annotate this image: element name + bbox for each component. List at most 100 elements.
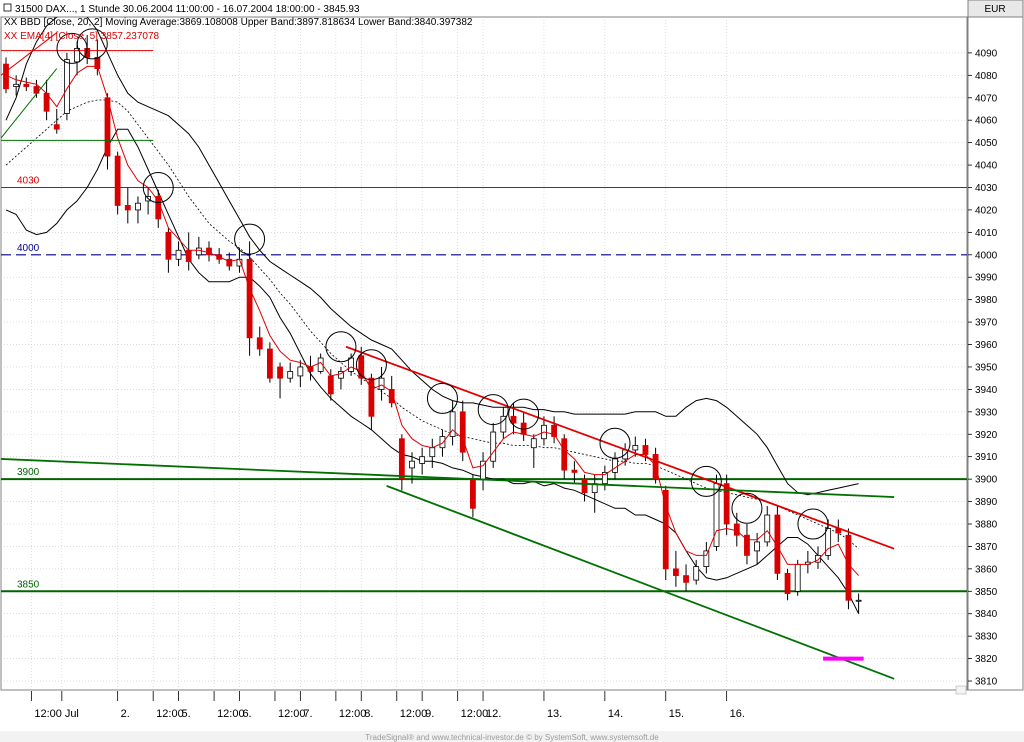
ema-line-path [5,65,859,576]
candle-down [561,438,568,471]
candle-down [53,124,60,130]
level-label-4030: 4030 [17,175,40,186]
candle-down [845,534,852,601]
chart-header: 31500 DAX..., 1 Stunde 30.06.2004 11:00:… [3,3,473,42]
candle-up [429,447,436,458]
time-tick-label: 12:00 [217,708,245,720]
candle-down [581,478,588,493]
candle-down [774,514,781,574]
plot-area [0,16,968,691]
candle-up [378,377,385,390]
candle-down [673,568,679,576]
currency-box [967,0,1024,18]
candle-down [723,483,730,525]
highlight-circle [690,465,722,497]
price-tick-label: 3840 [975,609,998,620]
price-tick-label: 3980 [975,295,998,306]
candle-up [439,436,446,449]
time-tick-label: 9. [425,708,434,720]
time-tick-label: 12:00 [339,708,367,720]
level-label-3900: 3900 [17,467,40,478]
candle-down [206,247,212,256]
candle-up [338,371,344,379]
candle-down [246,258,253,339]
early-trend-segment [1,68,58,139]
trendline [1,458,895,498]
price-tick-label: 3820 [975,654,998,665]
highlight-circle [426,382,458,414]
candle-down [266,348,273,379]
time-tick-label: 2. [121,708,130,720]
time-tick-label: 12:00 [400,708,428,720]
time-tick-label: 6. [242,708,251,720]
price-tick-label: 3960 [975,340,998,351]
price-tick-label: 3810 [975,677,998,688]
candle-down [571,469,578,473]
price-tick-label: 3850 [975,587,998,598]
candle-up [449,411,456,437]
candle-up [601,471,608,485]
candle-down [510,415,517,424]
candle-up [195,247,202,256]
header-bbd-line: XX BBD [Close, 20, 2] Moving Average:386… [4,17,473,28]
price-tick-label: 3890 [975,497,998,508]
candle-down [358,355,365,379]
price-tick-label: 4020 [975,205,998,216]
candle-up [64,59,70,114]
footer-bar [0,731,1024,742]
time-ticks: 12:00 Jul 2. 12:005. 12:006. 12:007. 12:008. 12… [30,691,745,720]
scrollbar-corner[interactable] [955,685,967,695]
candle-up [490,431,497,462]
candle-up [754,541,760,552]
candle-down [662,489,669,570]
candle-up [500,415,507,433]
candle-down [23,83,30,87]
candle-up [348,357,355,372]
candle-down [256,337,263,350]
candle-down [459,411,466,453]
candle-down [398,438,405,480]
price-tick-label: 4070 [975,93,998,104]
time-tick-label: 15. [669,708,684,720]
time-tick-label: 12:00 [156,708,184,720]
candle-up [632,445,639,451]
candle-down [114,155,121,206]
highlight-circle [477,394,509,426]
price-tick-label: 3970 [975,318,998,329]
candle-down [784,572,791,594]
highlight-circle [355,349,387,381]
price-tick-label: 3830 [975,632,998,643]
price-tick-label: 3990 [975,273,998,284]
price-tick-label: 4050 [975,138,998,149]
highlight-circle [797,508,829,540]
price-tick-label: 3920 [975,430,998,441]
time-tick-label: 12:00 [461,708,489,720]
candle-up [135,202,141,211]
candle-up [815,555,821,563]
level-label-3850: 3850 [17,579,40,590]
candle-up [409,460,415,469]
price-tick-label: 4010 [975,228,998,239]
footer-text: TradeSignal® and www.technical-investor.… [365,733,659,742]
highlight-circle [56,32,88,64]
price-tick-label: 4060 [975,116,998,127]
candle-down [733,523,740,536]
price-tick-label: 3870 [975,542,998,553]
candle-down [165,231,172,260]
price-ticks: 3810 3820 3830 3840 3850 3860 3870 3880 3890 3900… [968,48,998,688]
candle-up [825,528,832,556]
time-tick-label: 13. [547,708,562,720]
candle-up [317,357,324,372]
candle-up [175,249,182,260]
header-symbol-line: 31500 DAX..., 1 Stunde 30.06.2004 11:00:… [15,4,360,15]
time-tick-label: 16. [730,708,745,720]
candle-down [469,478,476,509]
candle-down [94,56,101,69]
candle-down [327,375,334,395]
candle-down [368,377,375,417]
candle-up [13,83,20,87]
trendline [345,345,895,550]
level-label-4000: 4000 [17,243,40,254]
price-tick-label: 4040 [975,161,998,172]
candle-down [155,196,162,220]
